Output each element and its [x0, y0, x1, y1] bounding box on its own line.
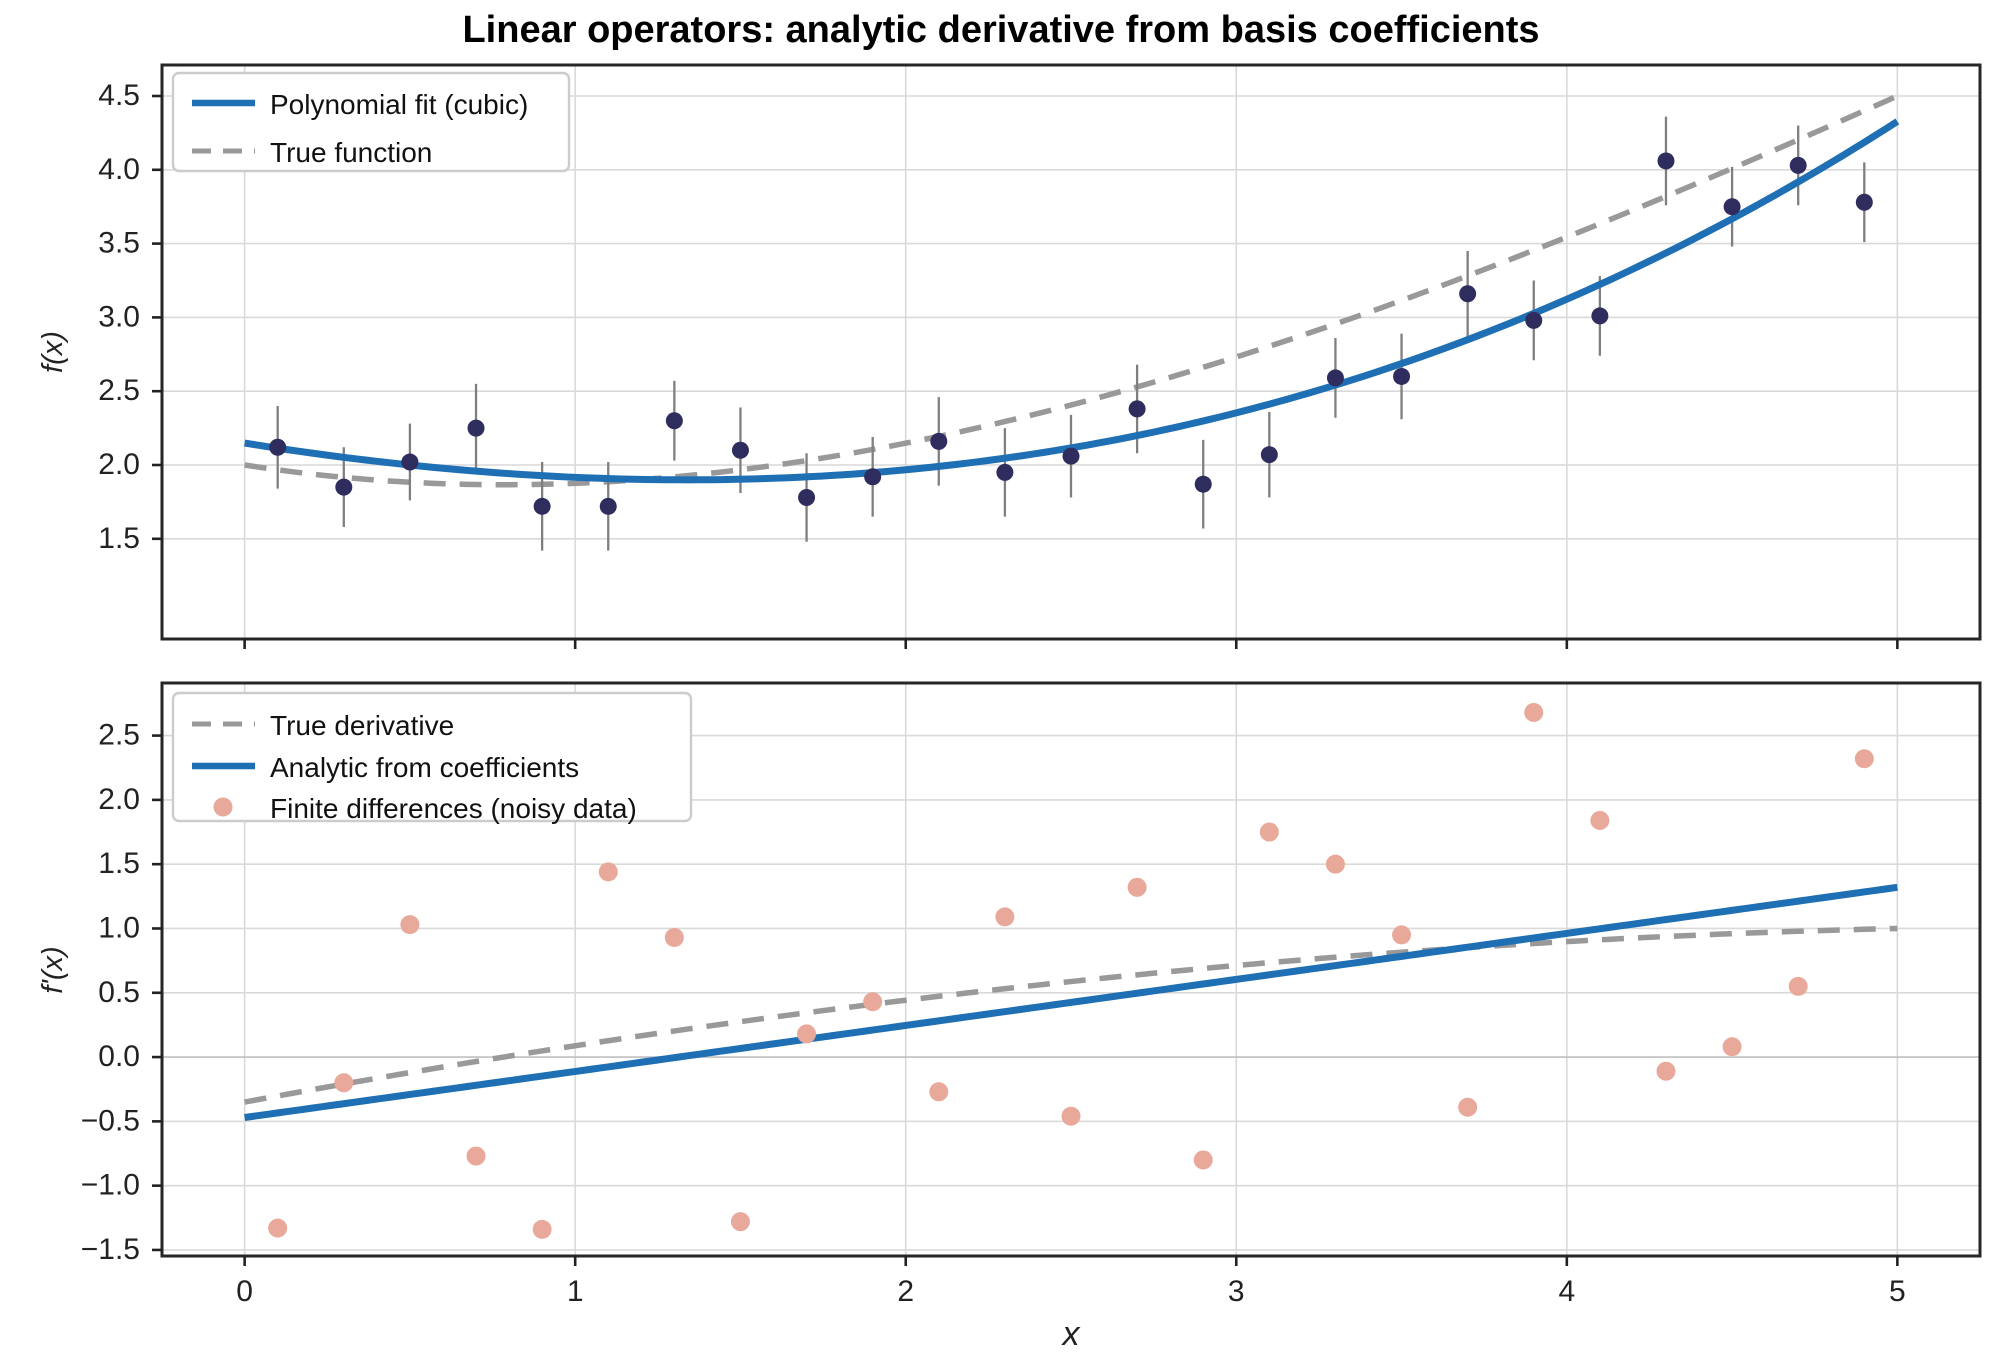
svg-text:4.5: 4.5 [98, 79, 140, 112]
svg-text:2.5: 2.5 [98, 719, 140, 752]
svg-text:f(x): f(x) [37, 331, 69, 373]
svg-text:−1.0: −1.0 [81, 1169, 140, 1202]
svg-text:2.0: 2.0 [98, 448, 140, 481]
svg-text:True function: True function [270, 137, 432, 168]
svg-text:Finite differences (noisy data: Finite differences (noisy data) [270, 793, 637, 824]
svg-text:5: 5 [1889, 1275, 1906, 1308]
svg-text:0: 0 [236, 1275, 253, 1308]
svg-text:3.5: 3.5 [98, 227, 140, 260]
svg-text:2: 2 [897, 1275, 914, 1308]
svg-text:3: 3 [1228, 1275, 1245, 1308]
svg-text:1: 1 [567, 1275, 584, 1308]
svg-text:−0.5: −0.5 [81, 1104, 140, 1137]
svg-text:1.5: 1.5 [98, 847, 140, 880]
svg-text:−1.5: −1.5 [81, 1233, 140, 1266]
svg-text:1.0: 1.0 [98, 911, 140, 944]
svg-text:2.5: 2.5 [98, 374, 140, 407]
svg-text:Analytic from coefficients: Analytic from coefficients [270, 752, 579, 783]
svg-text:Polynomial fit (cubic): Polynomial fit (cubic) [270, 89, 528, 120]
svg-text:3.0: 3.0 [98, 300, 140, 333]
svg-text:4: 4 [1558, 1275, 1575, 1308]
svg-text:4.0: 4.0 [98, 153, 140, 186]
svg-text:True derivative: True derivative [270, 710, 454, 741]
svg-text:Linear operators: analytic der: Linear operators: analytic derivative fr… [462, 9, 1539, 51]
svg-text:0.0: 0.0 [98, 1040, 140, 1073]
svg-text:f'(x): f'(x) [37, 946, 69, 993]
svg-text:2.0: 2.0 [98, 783, 140, 816]
svg-text:0.5: 0.5 [98, 976, 140, 1009]
svg-text:x: x [1061, 1315, 1081, 1353]
svg-text:1.5: 1.5 [98, 522, 140, 555]
